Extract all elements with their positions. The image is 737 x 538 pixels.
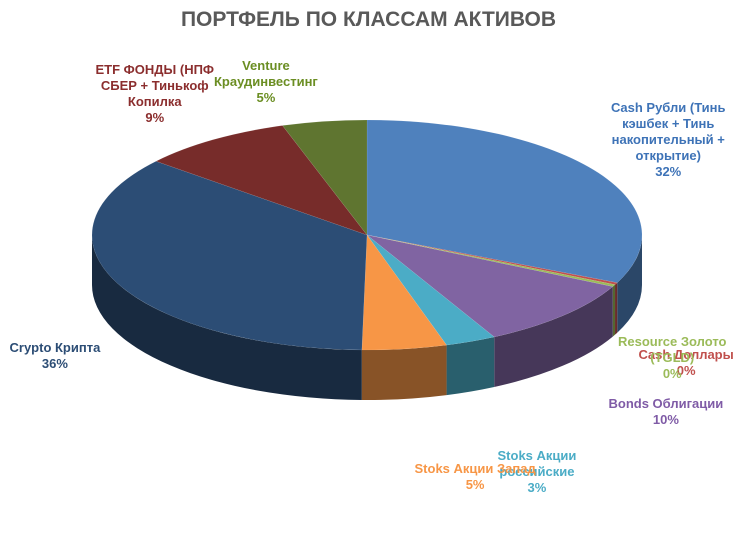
slice-label-7: ETF ФОНДЫ (НПФ СБЕР + Тинькоф Копилка 9% (96, 62, 215, 126)
slice-label-text: (TGLD) (650, 350, 695, 365)
pie-side-2 (612, 284, 616, 337)
slice-label-5: Stoks Акции Запад 5% (415, 461, 536, 493)
slice-label-text: Краудинвестинг (214, 74, 318, 89)
pie-side-3 (494, 286, 613, 387)
slice-label-text: Resource Золото (618, 334, 727, 349)
pie-slice-7 (155, 125, 368, 236)
slice-label-text: Bonds Облигации (608, 396, 724, 411)
slice-label-text: Cash Рубли (Тинь (611, 100, 726, 115)
pie-slice-1 (366, 234, 618, 285)
slice-label-3: Bonds Облигации 10% (609, 396, 724, 428)
slice-label-text: Venture (242, 58, 290, 73)
slice-percent: 10% (652, 412, 679, 427)
slice-label-text: кэшбек + Тинь (622, 116, 715, 131)
pie-slice-8 (282, 119, 368, 236)
slice-percent: 3% (527, 480, 547, 495)
pie-slice-0 (366, 119, 643, 283)
pie-side-5 (361, 345, 447, 401)
slice-label-text: СБЕР + Тинькоф (100, 78, 209, 93)
slice-percent: 36% (41, 356, 68, 371)
chart-title: ПОРТФЕЛЬ ПО КЛАССАМ АКТИВОВ (180, 8, 557, 31)
pie-side-4 (446, 336, 495, 396)
slice-label-text: российские (499, 464, 575, 479)
pie-slice-6 (91, 160, 368, 351)
slice-percent: 0% (676, 363, 696, 378)
slice-label-text: Stoks Акции (497, 448, 577, 463)
slice-percent: 0% (662, 366, 682, 381)
slice-percent: 5% (465, 477, 485, 492)
slice-label-text: ETF ФОНДЫ (НПФ (95, 62, 215, 77)
slice-label-2: Resource Золото (TGLD) 0% (618, 334, 726, 382)
pie-side-0 (617, 235, 642, 333)
slice-label-8: Venture Краудинвестинг 5% (214, 58, 318, 106)
pie-side-walls (92, 235, 642, 401)
slice-label-text: накопительный + (611, 132, 725, 147)
pie-slice-3 (366, 234, 614, 338)
slice-label-text: Копилка (127, 94, 182, 109)
slice-percent: 9% (145, 110, 165, 125)
slice-label-text: Cash Доллары (638, 347, 734, 362)
slice-label-6: Crypto Крипта 36% (10, 340, 101, 372)
pie-slice-4 (366, 234, 495, 346)
slice-label-text: Crypto Крипта (9, 340, 101, 355)
slice-label-text: Stoks Акции Запад (414, 461, 536, 476)
slice-label-1: Cash Доллары 0% (639, 347, 734, 379)
slice-percent: 5% (256, 90, 276, 105)
pie-side-1 (615, 282, 618, 335)
slice-percent: 32% (655, 164, 682, 179)
slice-label-text: открытие) (635, 148, 701, 163)
pie-top (91, 119, 643, 351)
slice-label-0: Cash Рубли (Тинь кэшбек + Тинь накопительн… (611, 100, 725, 180)
pie-slice-2 (366, 234, 616, 287)
slice-label-4: Stoks Акции российские 3% (498, 448, 577, 496)
pie-side-6 (92, 235, 362, 400)
pie-slice-5 (361, 234, 448, 351)
